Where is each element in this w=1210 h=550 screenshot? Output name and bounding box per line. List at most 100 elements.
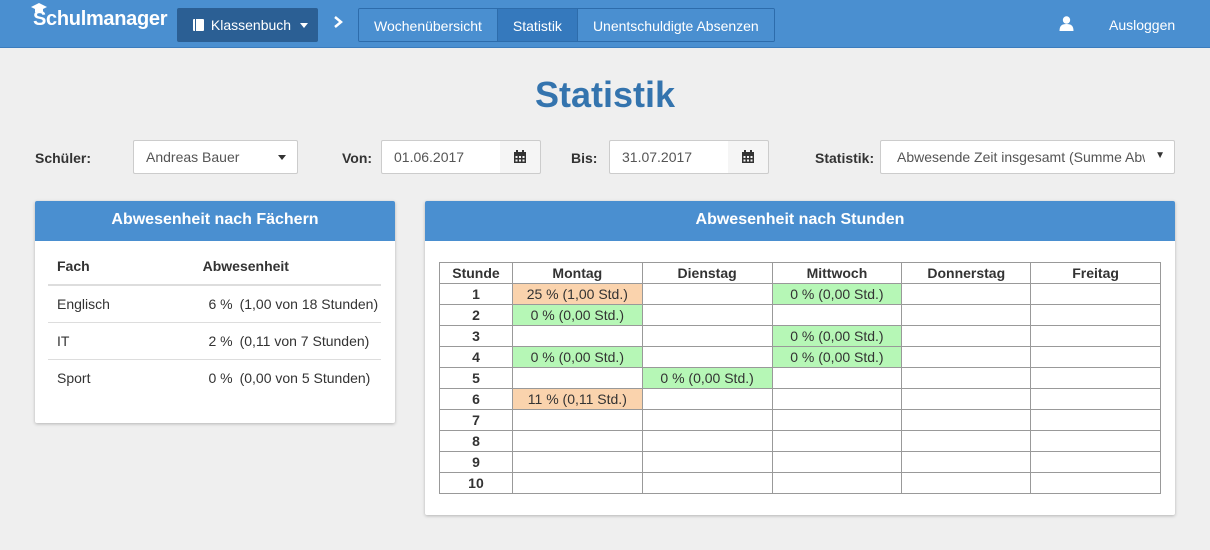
column-header-absence: Abwesenheit [110,247,381,286]
hour-cell [641,409,773,431]
hour-cell [1030,346,1161,368]
hour-cell [1030,367,1161,389]
brand-logo[interactable]: Schulmanager [31,3,168,31]
to-calendar-button[interactable] [728,140,769,174]
logout-link[interactable]: Ausloggen [1109,17,1176,33]
hour-number: 5 [439,367,513,389]
table-row: 3 0 % (0,00 Std.) [439,325,1161,347]
hour-number: 1 [439,283,513,305]
hour-cell [901,346,1032,368]
table-row: 7 [439,409,1161,431]
absence-cell: 0 % (0,00 von 5 Stunden) [110,358,381,396]
hour-cell [901,325,1032,347]
hour-cell [901,451,1032,473]
hour-cell [1030,409,1161,431]
hour-cell [641,472,773,494]
chevron-right-icon [334,16,343,28]
tab-statistik[interactable]: Statistik [497,9,578,41]
hour-cell: 0 % (0,00 Std.) [641,367,773,389]
absence-cell: 6 % (1,00 von 18 Stunden) [111,285,381,322]
tab-unentschuldigte-absenzen[interactable]: Unentschuldigte Absenzen [577,9,774,41]
hour-cell [771,451,903,473]
hour-cell [511,367,643,389]
statistic-label: Statistik: [815,150,875,166]
from-label: Von: [342,150,373,166]
brand-name: Schulmanager [33,8,168,30]
table-row: Sport 0 % (0,00 von 5 Stunden) [48,358,381,396]
column-header: Freitag [1030,262,1161,284]
hour-cell: 0 % (0,00 Std.) [511,346,643,368]
table-row: Englisch 6 % (1,00 von 18 Stunden) [48,285,381,322]
user-icon[interactable] [1059,16,1074,31]
hour-cell [511,325,643,347]
absence-by-hour-title: Abwesenheit nach Stunden [425,201,1175,241]
hour-cell [511,430,643,452]
hour-cell: 0 % (0,00 Std.) [771,325,903,347]
absence-percent: 0 % [208,369,233,386]
hour-cell [511,451,643,473]
table-row: 5 0 % (0,00 Std.) [439,367,1161,389]
hour-number: 2 [439,304,513,326]
caret-down-icon [278,155,286,160]
hour-cell [901,430,1032,452]
subject-name: IT [48,321,111,359]
hour-cell [771,430,903,452]
hour-cell [1030,472,1161,494]
student-label: Schüler: [35,150,92,166]
absence-detail: (0,11 von 7 Stunden) [239,332,370,349]
absence-by-subject-title: Abwesenheit nach Fächern [35,201,395,241]
tab-wochenuebersicht[interactable]: Wochenübersicht [359,9,498,41]
hour-cell [1030,283,1161,305]
absence-detail: (0,00 von 5 Stunden) [239,369,371,386]
hour-cell [771,472,903,494]
sub-navigation-tabs: Wochenübersicht Statistik Unentschuldigt… [358,8,775,42]
statistic-select-value: Abwesende Zeit insgesamt (Summe Abwesenh… [897,149,1145,165]
hour-cell [1030,430,1161,452]
hour-cell [901,283,1032,305]
table-row: IT 2 % (0,11 von 7 Stunden) [48,321,381,359]
to-date-input[interactable]: 31.07.2017 [609,140,729,174]
hour-cell: 25 % (1,00 Std.) [511,283,643,305]
student-select[interactable]: Andreas Bauer [133,140,298,174]
table-row: 1 25 % (1,00 Std.) 0 % (0,00 Std.) [439,283,1161,305]
hour-number: 7 [439,409,513,431]
column-header: Donnerstag [901,262,1032,284]
hour-cell [1030,304,1161,326]
hour-cell [771,304,903,326]
absence-detail: (1,00 von 18 Stunden) [239,295,379,312]
absence-by-subject-table: Fach Abwesenheit Englisch 6 % (1,00 von 18… [48,247,381,396]
from-calendar-button[interactable] [500,140,541,174]
hour-cell [641,388,773,410]
graduation-cap-icon [31,3,47,12]
hour-cell [641,283,773,305]
absence-by-hour-table: Stunde Montag Dienstag Mittwoch Donnerstag Fr… [439,262,1161,494]
absence-cell: 2 % (0,11 von 7 Stunden) [110,321,381,359]
hour-number: 9 [439,451,513,473]
calendar-icon [742,150,754,163]
hour-cell: 0 % (0,00 Std.) [771,346,903,368]
klassenbuch-dropdown-button[interactable]: Klassenbuch [177,8,318,42]
hour-cell [901,304,1032,326]
table-row: 9 [439,451,1161,473]
hour-cell: 11 % (0,11 Std.) [511,388,643,410]
hour-number: 4 [439,346,513,368]
from-date-input[interactable]: 01.06.2017 [381,140,501,174]
hour-cell [641,430,773,452]
hour-cell: 0 % (0,00 Std.) [771,283,903,305]
absence-percent: 6 % [208,295,233,312]
hour-cell [771,409,903,431]
subject-name: Sport [48,358,111,396]
hour-cell [641,451,773,473]
absence-by-hour-panel: Abwesenheit nach Stunden Stunde Montag Die… [425,201,1175,515]
student-select-value: Andreas Bauer [146,149,240,165]
statistic-select[interactable]: Abwesende Zeit insgesamt (Summe Abwesenh… [880,140,1175,174]
hour-cell [511,409,643,431]
column-header: Montag [511,262,643,284]
calendar-icon [514,150,526,163]
hour-cell [1030,451,1161,473]
column-header: Dienstag [641,262,773,284]
caret-down-icon [299,23,308,28]
hour-cell [641,304,773,326]
